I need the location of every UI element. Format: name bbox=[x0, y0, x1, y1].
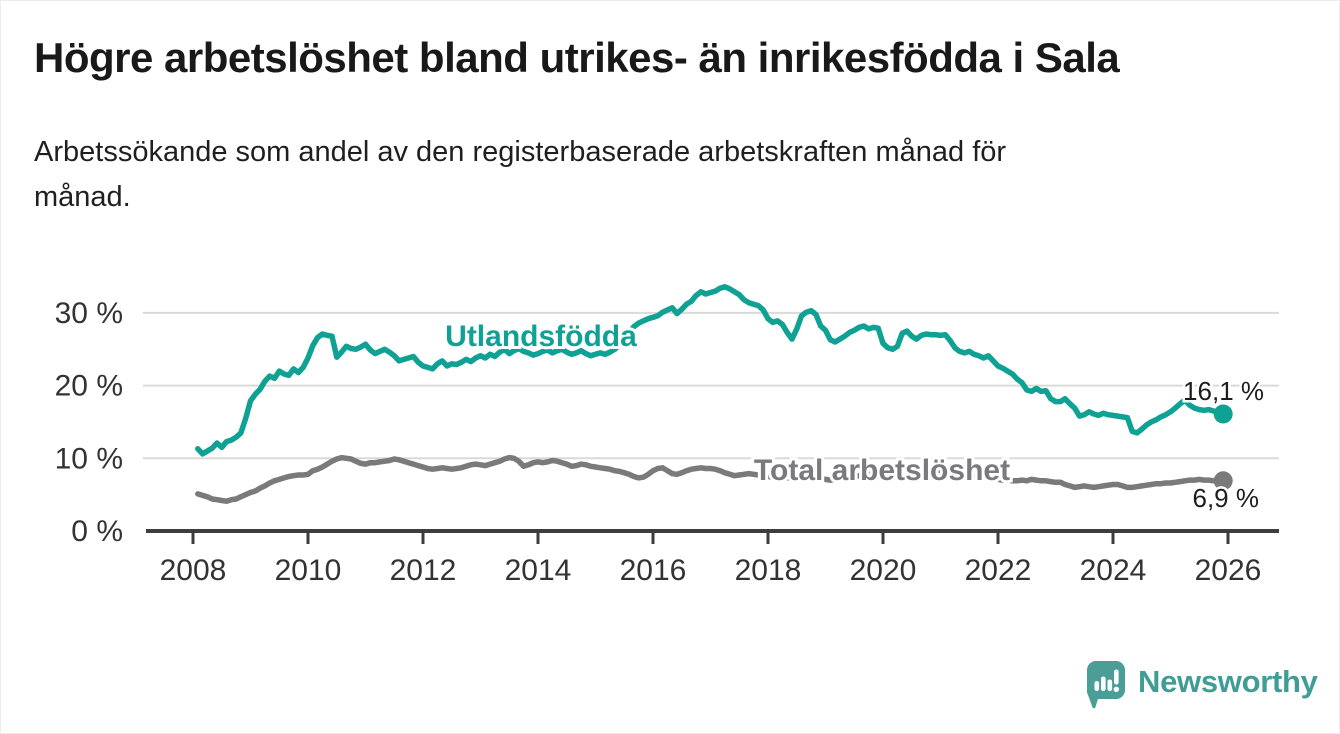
y-axis-labels: 0 % 10 % 20 % 30 % bbox=[55, 297, 123, 548]
series-label-utlandsfodda: Utlandsfödda bbox=[445, 320, 637, 353]
x-axis-tick-labels: 2008 2010 2012 2014 2016 2018 2020 2022 2024 2026 bbox=[160, 554, 1262, 587]
x-tick-label-2012: 2012 bbox=[390, 554, 457, 587]
end-dot-total-arbetsl-shet bbox=[1213, 471, 1233, 491]
x-tick-label-2018: 2018 bbox=[735, 554, 802, 587]
x-tick-label-2024: 2024 bbox=[1080, 554, 1147, 587]
newsworthy-bar-chart-bubble-icon bbox=[1087, 661, 1125, 709]
y-tick-label-20: 20 % bbox=[55, 370, 123, 403]
x-tick-label-2022: 2022 bbox=[965, 554, 1032, 587]
end-value-label-utlandsfodda: 16,1 % bbox=[1183, 376, 1264, 406]
series-lines bbox=[195, 283, 1233, 504]
x-tick-label-2020: 2020 bbox=[850, 554, 917, 587]
x-tick-label-2016: 2016 bbox=[620, 554, 687, 587]
end-value-label-total: 6,9 % bbox=[1193, 483, 1260, 513]
chart-subtitle: Arbetssökande som andel av den registerb… bbox=[34, 130, 1274, 220]
x-tick-label-2008: 2008 bbox=[160, 554, 227, 587]
line-total-arbetsl-shet bbox=[195, 454, 1226, 504]
newsworthy-logo[interactable]: Newsworthy bbox=[1087, 661, 1318, 711]
x-tick-label-2026: 2026 bbox=[1195, 554, 1262, 587]
y-tick-label-30: 30 % bbox=[55, 297, 123, 330]
subtitle-line-1: Arbetssökande som andel av den registerb… bbox=[34, 136, 1007, 168]
series-label-total-arbetsloshet: Total arbetslöshet bbox=[754, 454, 1010, 487]
x-axis-ticks bbox=[191, 533, 1230, 544]
x-tick-label-2010: 2010 bbox=[275, 554, 342, 587]
subtitle-line-2: månad. bbox=[34, 181, 131, 213]
newsworthy-brand-name: Newsworthy bbox=[1138, 664, 1318, 699]
page-title: Högre arbetslöshet bland utrikes- än inr… bbox=[34, 34, 1120, 81]
gridlines bbox=[143, 311, 1279, 460]
y-tick-label-10: 10 % bbox=[55, 442, 123, 475]
line-utlandsf-dda bbox=[195, 283, 1226, 457]
end-dot-utlandsf-dda bbox=[1213, 404, 1233, 424]
unemployment-line-chart: 0 % 10 % 20 % 30 % 2008 2010 2012 2014 2016 2018… bbox=[55, 283, 1279, 587]
y-tick-label-0: 0 % bbox=[71, 515, 123, 548]
x-tick-label-2014: 2014 bbox=[505, 554, 572, 587]
